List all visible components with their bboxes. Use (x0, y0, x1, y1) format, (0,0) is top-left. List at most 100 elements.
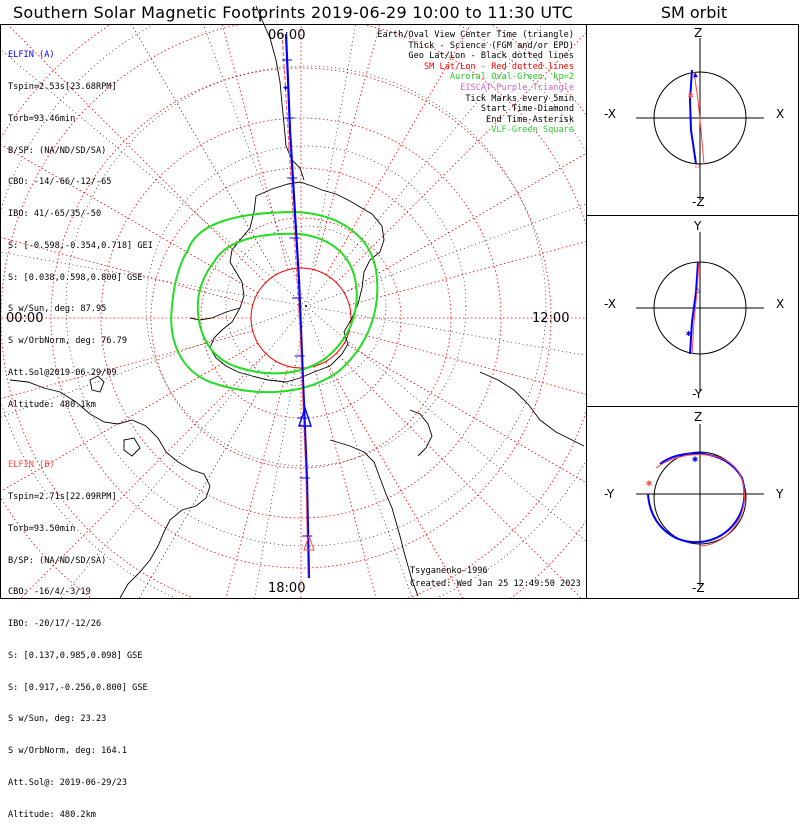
auroral-oval-inner (196, 232, 358, 375)
elfin-b-line: IBO: -20/17/-12/26 (8, 619, 102, 630)
mlt-label-bottom: 18:00 (268, 581, 305, 596)
antarctica-coastline (209, 181, 385, 383)
geo-latitude-circle (145, 145, 467, 467)
geo-longitude-line (254, 305, 307, 598)
elfin-b-line: Torb=93.50min (8, 523, 76, 534)
svg-text:△: △ (695, 285, 700, 294)
sm-longitude-line (20, 353, 266, 598)
sm-longitude-line (1, 342, 258, 492)
svg-text:△: △ (695, 160, 700, 169)
legend-entry: Auroral Oval-Green, kp=2 (449, 72, 574, 83)
sm-longitude-line (336, 353, 582, 598)
sm-longitude-line (313, 25, 380, 270)
svg-text:✱: ✱ (692, 454, 698, 465)
elfin-a-line: S: [-0.598,-0.354,0.718] GEI (8, 240, 153, 251)
elfin-b-line: B/SP: (NA/ND/SD/SA) (8, 555, 107, 566)
elfin-a-line: Att.Sol@2019-06-29/09 (8, 368, 117, 378)
mlt-label-left: 00:00 (6, 311, 43, 326)
elfin-a-line: B/SP: (NA/ND/SD/SA) (8, 145, 107, 156)
elfin-a-name: ELFIN (A) (8, 50, 55, 61)
sm-longitude-line (131, 25, 277, 275)
legend-entry: Start Time-Diamond (480, 104, 574, 115)
sm-longitude-line (325, 361, 464, 598)
view-center-triangle-b (303, 534, 315, 551)
sm-longitude-line (7, 25, 266, 283)
sm-longitude-line (336, 32, 586, 283)
elfin-b-line: Altitude: 480.2km (8, 809, 96, 820)
elfin-b-name: ELFIN (B) (8, 460, 55, 471)
antarctic-peninsula (189, 307, 241, 321)
geo-longitude-line (305, 305, 586, 542)
elfin-a-line: Altitude: 480.1km (8, 399, 96, 410)
geo-latitude-circle (65, 65, 547, 547)
svg-text:✱: ✱ (688, 91, 694, 101)
elfin-a-line: S: [0.038,0.598,0.800] GSE (8, 272, 143, 283)
elfin-b-line: CBO: -16/4/-3/19 (8, 587, 91, 598)
elfin-b-line: Att.Sol@: 2019-06-29/23 (8, 778, 127, 788)
geo-longitude-line (305, 305, 413, 598)
elfin-b-info: ELFIN (B) Tspin=2.71s[22.09RPM] Torb=93.… (8, 439, 148, 831)
geo-grid (1, 25, 586, 598)
geo-longitude-line (305, 305, 586, 356)
orbit-xz-up-label: Z (694, 26, 702, 40)
credit-text: Tsyganenko-1996 (410, 566, 488, 576)
island-1 (89, 375, 105, 393)
orbit-xy-left-label: -X (604, 297, 616, 311)
view-center-triangle-a (298, 405, 312, 427)
sm-longitude-line (349, 241, 586, 306)
elfin-a-line: S w/Sun, deg: 87.95 (8, 304, 107, 315)
elfin-a-line: IBO: 41/-65/35/-50 (8, 209, 102, 220)
orbit-yz-up-label: Z (694, 410, 702, 424)
elfin-a-info: ELFIN (A) Tspin=2.53s[23.68RPM] Torb=93.… (8, 29, 153, 421)
svg-text:▲: ▲ (693, 70, 698, 79)
figure-canvas: ✦ + 06:00 00:00 12:00 18:00 ✱ ▲ △ △ ✱ ✱ … (0, 5, 799, 599)
geo-longitude-line (305, 25, 356, 307)
auroral-oval-outer (170, 210, 379, 394)
orbit-panel-yz-frame (586, 406, 799, 599)
sm-longitude-line (138, 361, 277, 598)
sm-longitude-line (344, 152, 586, 294)
geo-latitude-circle (225, 225, 387, 387)
elfin-b-line: S: [0.917,-0.256,0.800] GSE (8, 682, 148, 693)
south-america-coastline (9, 379, 211, 599)
legend-entry: EISCAT-Purple Triangle (460, 82, 574, 93)
elfin-a-line: S w/OrbNorm, deg: 76.79 (8, 336, 127, 347)
orbit-xy-right-label: X (776, 297, 784, 311)
legend-entry: Earth/Oval View Center Time (triangle) (377, 30, 574, 40)
geo-longitude-line (305, 203, 586, 307)
africa-coastline (255, 5, 305, 181)
geo-longitude-line (203, 25, 307, 307)
legend: Earth/Oval View Center Time (triangle) Th… (377, 30, 574, 136)
legend-entry: Geo Lat/Lon - Black dotted lines (408, 51, 574, 62)
orbit-xy-up-label: Y (693, 219, 702, 233)
elfin-b-line: S: [0.137,0.985,0.098] GSE (8, 650, 143, 661)
sm-longitude-line (1, 330, 253, 399)
sm-longitude-line (222, 25, 289, 270)
legend-entry: VLF-Green Square (491, 125, 574, 136)
elfin-b-line: Tspin=2.71s[22.09RPM] (8, 491, 117, 502)
legend-entry: Tick Marks every 5min (465, 93, 574, 104)
sm-longitude-line (313, 366, 377, 598)
start-marker-b: + (286, 143, 292, 154)
sm-longitude-line (225, 366, 289, 598)
start-diamond-a: ✦ (282, 80, 289, 94)
legend-entry: End Time-Asterisk (486, 114, 574, 125)
orbit-xz-left-label: -X (604, 107, 616, 121)
sm-longitude-line (1, 144, 258, 294)
sm-longitude-line (325, 25, 471, 275)
new-zealand-coastline (409, 409, 433, 457)
orbit-panel-xz-frame (586, 24, 799, 216)
mlt-label-right: 12:00 (532, 311, 569, 326)
orbit-plot-xy: △ ✱ (636, 232, 764, 392)
sunda-coastline (479, 371, 585, 447)
australia-coastline (329, 439, 419, 597)
orbit-yz-down-label: -Z (692, 581, 705, 595)
orbit-xy-down-label: -Y (692, 387, 703, 401)
mlt-label-top: 06:00 (268, 28, 305, 43)
orbit-xz-right-label: X (776, 107, 784, 121)
sm-longitude-line (344, 342, 586, 484)
orbit-plot-yz: ✱ ✱ (636, 424, 764, 586)
elfin-b-line: S w/Sun, deg: 23.23 (8, 714, 107, 725)
legend-entry: SM Lat/Lon - Red dotted lines (423, 61, 574, 72)
svg-text:✱: ✱ (686, 329, 692, 339)
